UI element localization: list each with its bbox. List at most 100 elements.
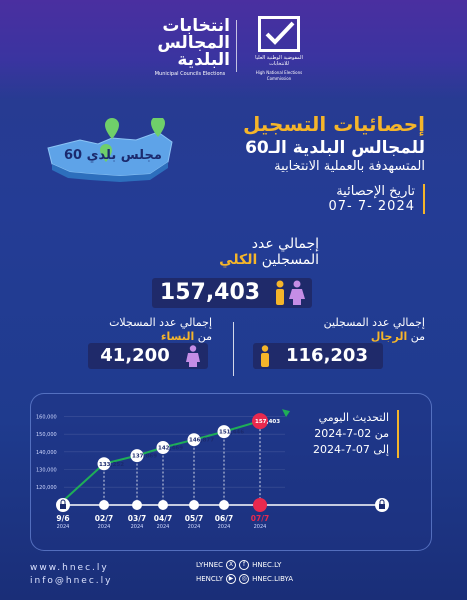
instagram-icon[interactable]: ◎ [239, 574, 250, 584]
logo-right-title: المفوضية الوطنية العليا للانتخابات [255, 55, 303, 67]
x-tick-label: 07/7 [251, 514, 269, 523]
total-label-line2: المسجلين [257, 252, 319, 268]
men-label-line2: من [407, 330, 425, 343]
timeline-marker [189, 500, 199, 510]
total-label-bold: الكلي [219, 252, 258, 268]
page-subtitle-2: المتسهدفة بالعملية الانتخابية [274, 159, 425, 174]
data-label: 151,446 [219, 430, 244, 436]
data-label: 146,877 [189, 438, 214, 444]
total-value: 157,403 [159, 280, 261, 305]
registration-chart: 160,000 150,000 140,000 130,000 120,000 133,2… [36, 409, 389, 530]
social-handle-2[interactable]: HNEC.LY [252, 561, 282, 569]
social-handle-3[interactable]: HENCLY [196, 575, 224, 583]
timeline-marker [99, 500, 109, 510]
social-handle-4[interactable]: HNEC.LIBYA [252, 575, 294, 583]
data-point [252, 413, 268, 430]
stats-divider [233, 322, 234, 376]
data-label: 133,252 [99, 462, 124, 468]
footer-website[interactable]: www.hnec.ly [30, 563, 109, 573]
data-label: 142,469 [158, 445, 183, 451]
update-line1: التحديث اليومي [318, 411, 389, 424]
women-label-line2: من [194, 330, 212, 343]
women-label-bold: النساء [160, 330, 195, 343]
lock-icon-shackle [379, 499, 385, 504]
header-band [0, 0, 467, 100]
trend-arrow [282, 409, 290, 418]
men-label: إجمالي عدد المسجلين من الرجال [324, 316, 425, 344]
y-tick-label: 160,000 [36, 415, 57, 421]
x-tick-year: 2024 [57, 524, 70, 530]
hnec-logo: المفوضية الوطنية العليا للانتخابات High … [248, 16, 310, 81]
data-point [187, 433, 201, 447]
update-line3: إلى 07-7-2024 [312, 443, 389, 456]
x-tick-label: 04/7 [154, 514, 172, 523]
data-point [130, 449, 144, 463]
women-label-line1: إجمالي عدد المسجلات [109, 316, 212, 329]
map-label: 60 مجلس بلدي [64, 148, 162, 163]
x-tick-label: 03/7 [128, 514, 146, 523]
y-tick-label: 140,000 [36, 450, 57, 456]
logo-left-subtitle: Municipal Councils Elections [154, 71, 226, 77]
page-subtitle: للمجالس البلدية الـ60 [245, 138, 425, 158]
daily-update-block: التحديث اليومي من 02-7-2024 إلى 07-7-202… [313, 410, 399, 458]
woman-icon [186, 345, 200, 367]
women-value: 41,200 [100, 345, 170, 366]
youtube-icon[interactable]: ▶ [226, 574, 237, 584]
timeline-marker [219, 500, 229, 510]
data-point [97, 457, 111, 471]
x-tick-label: 9/6 [56, 514, 69, 523]
x-tick-year: 2024 [254, 524, 267, 530]
update-line2: من 02-7-2024 [314, 427, 389, 440]
page-title: إحصائيات التسجيل [242, 112, 425, 136]
footer-social: LYHNEC X f HNEC.LY HENCLY ▶ ◎ HNEC.LIBYA [196, 558, 336, 586]
checkbox-icon [258, 16, 300, 52]
x-tick-year: 2024 [131, 524, 144, 530]
timeline-current-marker [253, 498, 267, 512]
women-box: 41,200 [88, 343, 208, 369]
logo-right-subtitle: High National Elections Commission [255, 70, 303, 81]
data-label: 157,403 [255, 419, 280, 425]
men-label-bold: الرجال [370, 330, 408, 343]
lock-icon [379, 504, 385, 509]
total-box: 157,403 [152, 278, 312, 308]
y-tick-label: 130,000 [36, 468, 57, 474]
social-handle-1[interactable]: LYHNEC [196, 561, 224, 569]
data-point [217, 425, 231, 439]
chart-panel [30, 393, 432, 551]
men-value: 116,203 [286, 345, 368, 366]
municipal-elections-logo: انتخابات المجالس البلدية Municipal Counc… [150, 18, 230, 80]
x-tick-label: 05/7 [185, 514, 203, 523]
lock-icon [60, 504, 66, 509]
women-label: إجمالي عدد المسجلات من النساء [82, 316, 212, 344]
total-label-line1: إجمالي عدد [251, 236, 319, 252]
men-label-line1: إجمالي عدد المسجلين [323, 316, 425, 329]
x-tick-year: 2024 [188, 524, 201, 530]
x-tick-label: 02/7 [95, 514, 113, 523]
logo-left-title: انتخابات المجالس البلدية [157, 16, 230, 70]
timeline-marker [132, 500, 142, 510]
date-value: 07- 7- 2024 [328, 199, 415, 214]
x-tick-year: 2024 [98, 524, 111, 530]
x-tick-year: 2024 [157, 524, 170, 530]
timeline-marker [158, 500, 168, 510]
people-icon [276, 280, 305, 305]
x-tick-label: 06/7 [215, 514, 233, 523]
footer-contacts: www.hnec.ly info@hnec.ly [30, 562, 112, 588]
data-label: 137,869 [132, 454, 157, 460]
x-tick-year: 2024 [218, 524, 231, 530]
stats-title-block: إحصائيات التسجيل للمجالس البلدية الـ60 ا… [243, 112, 425, 174]
man-icon [261, 345, 269, 367]
data-point [156, 440, 170, 454]
men-box: 116,203 [253, 343, 383, 369]
lock-icon-shackle [60, 499, 66, 504]
logo-divider [236, 20, 237, 72]
x-icon[interactable]: X [226, 560, 237, 570]
footer-email[interactable]: info@hnec.ly [30, 576, 113, 586]
date-label: تاريخ الإحصائية [336, 184, 415, 199]
y-tick-label: 150,000 [36, 432, 57, 438]
facebook-icon[interactable]: f [239, 560, 250, 570]
map-pin-icon [100, 118, 165, 162]
libya-map-icon [47, 118, 173, 182]
stats-date: تاريخ الإحصائية 07- 7- 2024 [328, 184, 425, 214]
total-label: إجمالي عدد المسجلين الكلي [219, 236, 319, 268]
